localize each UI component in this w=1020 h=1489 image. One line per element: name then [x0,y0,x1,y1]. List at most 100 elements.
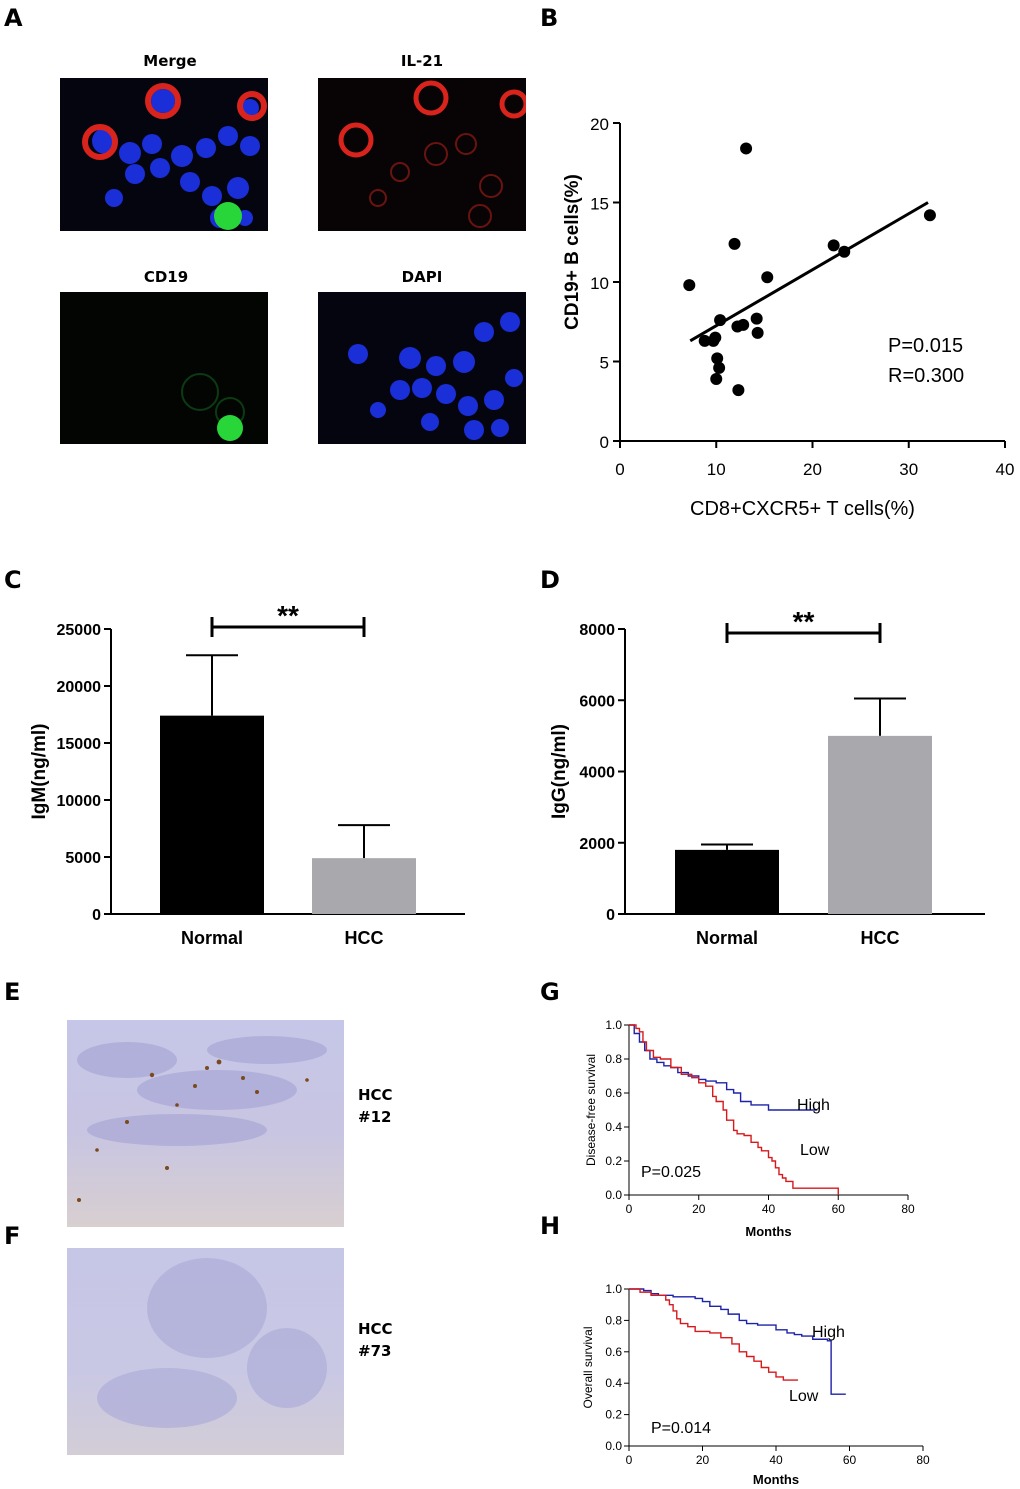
h-x-tick-label: 60 [843,1453,857,1467]
b-scatter-point [737,318,750,331]
b-scatter-point [751,326,764,339]
d-category-label: Normal [696,928,758,948]
b-fit-line [689,201,929,343]
d-bar-normal [675,849,779,914]
g-x-axis-title: Months [745,1224,791,1239]
g-low-label: Low [800,1142,830,1159]
b-x-tick-label: 40 [996,460,1015,479]
d-sig-stars: ** [793,606,815,637]
h-x-tick-label: 0 [626,1453,633,1467]
c-y-tick-label: 20000 [57,679,102,696]
d-bar-hcc [828,735,932,914]
hcc-12-label: HCC #12 [358,1086,393,1126]
b-scatter-point [713,361,726,374]
d-y-tick-label: 8000 [579,622,615,639]
b-p-value: P=0.015 [888,335,963,357]
b-x-axis-title: CD8+CXCR5+ T cells(%) [690,498,915,520]
c-category-label: Normal [181,928,243,948]
b-scatter-point [732,384,745,397]
hcc-73-label: HCC #73 [358,1320,393,1360]
b-r-value: R=0.300 [888,365,964,387]
b-y-tick-label: 10 [590,274,609,293]
h-y-tick-label: 0.8 [605,1313,622,1327]
c-y-tick-label: 5000 [65,850,101,867]
panel-label-c: C [4,566,22,594]
h-x-axis-title: Months [753,1472,799,1487]
b-x-tick-label: 10 [707,460,726,479]
b-x-tick-label: 20 [803,460,822,479]
h-y-tick-label: 0.6 [605,1345,622,1359]
panel-label-a: A [4,4,23,32]
b-scatter-point [838,245,851,258]
merge-micrograph [60,78,268,231]
g-x-tick-label: 60 [832,1202,846,1216]
g-y-tick-label: 0.2 [605,1154,622,1168]
c-category-label: HCC [345,928,384,948]
b-scatter-point [710,372,723,385]
ihc-image-hcc-12 [67,1020,344,1227]
g-y-tick-label: 0.6 [605,1086,622,1100]
b-scatter-point [761,271,774,284]
h-low-label: Low [789,1388,819,1405]
panel-label-h: H [540,1212,561,1240]
il21-micrograph [318,78,526,231]
b-scatter-point [709,331,722,344]
g-y-tick-label: 0.4 [605,1120,622,1134]
h-y-tick-label: 0.4 [605,1376,622,1390]
d-y-tick-label: 0 [606,907,615,924]
c-y-tick-label: 0 [92,907,101,924]
d-y-tick-label: 2000 [579,836,615,853]
g-p-value: P=0.025 [641,1164,701,1181]
d-y-tick-label: 6000 [579,693,615,710]
b-y-tick-label: 20 [590,115,609,134]
cd19-micrograph [60,292,268,444]
g-x-tick-label: 0 [626,1202,633,1216]
c-y-tick-label: 25000 [57,622,102,639]
il21-title: IL-21 [400,52,444,70]
c-bar-hcc [312,858,416,914]
b-scatter-point [698,334,711,347]
h-x-tick-label: 40 [769,1453,783,1467]
h-x-tick-label: 20 [696,1453,710,1467]
merge-title: Merge [143,52,197,70]
b-x-tick-label: 30 [899,460,918,479]
h-y-tick-label: 1.0 [605,1282,622,1296]
c-y-axis-title: IgM(ng/ml) [29,723,50,819]
h-survival-curve-low [629,1288,799,1381]
g-x-tick-label: 40 [762,1202,776,1216]
cd19-title: CD19 [143,268,189,286]
dapi-micrograph [318,292,526,444]
panel-label-e: E [4,978,21,1006]
c-bar-normal [160,715,264,914]
b-x-tick-label: 0 [615,460,624,479]
h-y-tick-label: 0.2 [605,1408,622,1422]
d-y-axis-title: IgG(ng/ml) [549,724,570,819]
g-x-tick-label: 80 [901,1202,915,1216]
b-scatter-point [683,279,696,292]
d-y-tick-label: 4000 [579,765,615,782]
g-survival-curve-low [629,1024,839,1195]
d-category-label: HCC [861,928,900,948]
h-p-value: P=0.014 [651,1420,711,1437]
b-y-tick-label: 5 [600,354,609,373]
g-y-axis-title: Disease-free survival [584,1054,598,1166]
panel-label-g: G [540,978,560,1006]
dapi-title: DAPI [401,268,443,286]
b-scatter-point [923,209,936,222]
panel-label-d: D [540,566,560,594]
h-survival-curve-high [629,1288,846,1395]
b-y-tick-label: 15 [590,195,609,214]
b-y-tick-label: 0 [600,433,609,452]
c-y-tick-label: 10000 [57,793,102,810]
b-scatter-point [711,352,724,365]
h-x-tick-label: 80 [916,1453,930,1467]
ihc-image-hcc-73 [67,1248,344,1455]
panel-label-b: B [540,4,559,32]
h-y-tick-label: 0.0 [605,1439,622,1453]
b-scatter-point [750,312,763,325]
g-x-tick-label: 20 [692,1202,706,1216]
b-scatter-point [728,237,741,250]
g-high-label: High [797,1097,830,1114]
h-high-label: High [812,1324,845,1341]
